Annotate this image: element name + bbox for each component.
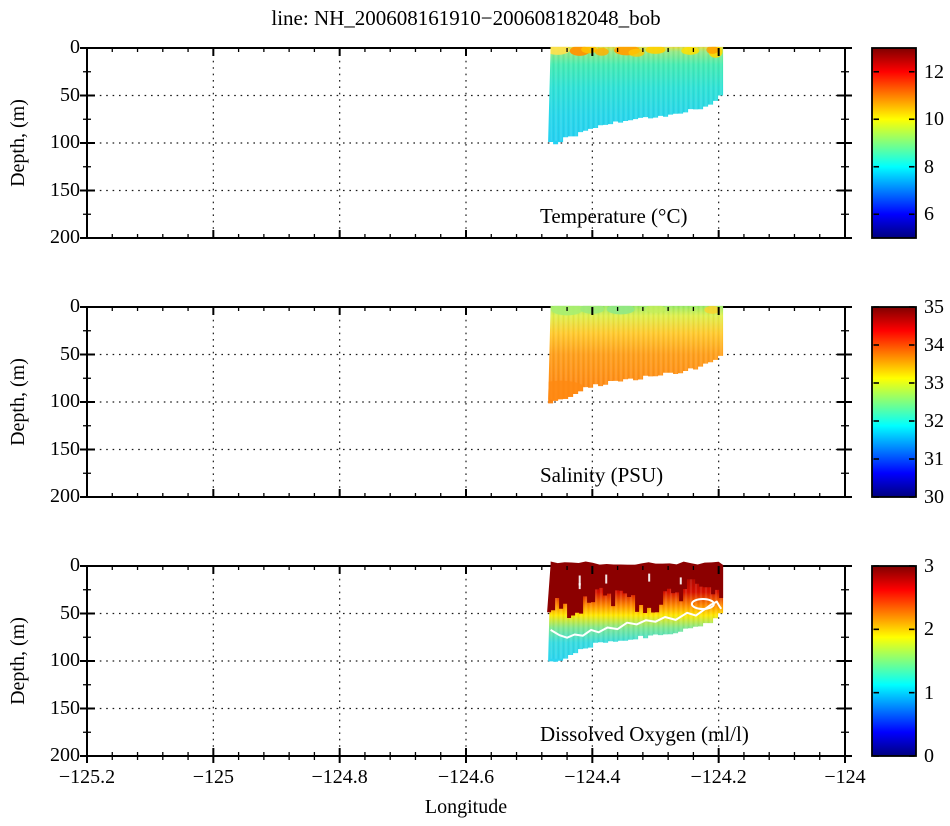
- y-tick-label: 50: [60, 342, 80, 365]
- colorbar-tick-label: 33: [924, 372, 944, 394]
- colorbar-tick-label: 34: [924, 334, 944, 356]
- colorbar-tick-label: 10: [924, 108, 944, 131]
- surface-feature: [628, 48, 645, 57]
- panel-label-temperature: Temperature (°C): [540, 204, 688, 228]
- depth-axis-label: Depth, (m): [7, 358, 29, 446]
- x-tick-label: −124.6: [437, 766, 495, 788]
- surface-feature: [681, 46, 700, 55]
- colorbar-salinity: [871, 306, 917, 498]
- y-tick-label: 200: [50, 744, 80, 766]
- y-tick-label: 200: [50, 485, 80, 507]
- saturated-oxygen-cap: [547, 561, 724, 618]
- y-tick-label: 150: [50, 437, 80, 460]
- colorbar-tick-label: 32: [924, 410, 944, 432]
- colorbar-tick-label: 31: [924, 448, 944, 470]
- colorbar-tick-label: 0: [924, 745, 934, 767]
- x-tick-label: −124: [824, 766, 866, 788]
- oxygen-contour-line: [550, 600, 723, 639]
- surface-feature: [706, 46, 719, 54]
- x-tick-label: −124.4: [564, 766, 621, 788]
- y-tick-label: 50: [60, 83, 80, 106]
- y-tick-label: 0: [70, 295, 80, 317]
- y-tick-label: 100: [50, 649, 80, 671]
- y-tick-label: 200: [50, 226, 80, 248]
- surface-feature: [606, 305, 635, 315]
- y-tick-label: 0: [70, 36, 80, 58]
- colorbar-tick-label: 30: [924, 486, 944, 508]
- surface-feature: [645, 305, 666, 313]
- x-tick-label: −125.2: [58, 766, 116, 788]
- surface-feature: [581, 46, 598, 54]
- patch-striping: [550, 46, 724, 141]
- subplot-temperature: [80, 46, 917, 239]
- y-tick-label: 100: [50, 390, 80, 412]
- surface-feature: [645, 46, 666, 54]
- oxygen-contour-loop: [690, 598, 715, 610]
- surface-feature: [548, 380, 587, 401]
- panel-label-salinity: Salinity (PSU): [540, 463, 664, 487]
- depth-axis-label: Depth, (m): [7, 617, 29, 705]
- x-tick-label: −124.2: [690, 766, 747, 788]
- y-tick-label: 50: [60, 601, 80, 624]
- colorbar-tick-label: 8: [924, 155, 934, 178]
- colorbar-tick-label: 1: [924, 681, 934, 704]
- colorbar-tick-label: 35: [924, 296, 944, 318]
- colorbar-tick-label: 12: [924, 60, 944, 83]
- colorbar-dissolved-oxygen: [871, 565, 917, 757]
- surface-feature: [548, 46, 570, 55]
- y-tick-label: 150: [50, 178, 80, 201]
- colorbar-tick-label: 3: [924, 555, 934, 577]
- x-tick-label: −124.8: [311, 766, 368, 788]
- panel-label-dissolved-oxygen: Dissolved Oxygen (ml/l): [540, 722, 749, 746]
- subplot-salinity: [80, 305, 917, 498]
- x-tick-label: −125: [192, 766, 234, 788]
- plot-title: line: NH_200608161910−200608182048_bob: [271, 6, 661, 30]
- x-axis-label: Longitude: [424, 796, 508, 818]
- y-tick-label: 0: [70, 554, 80, 576]
- y-tick-label: 150: [50, 696, 80, 719]
- depth-axis-label: Depth, (m): [7, 99, 29, 187]
- surface-feature: [594, 47, 609, 56]
- colorbar-temperature: [871, 47, 917, 239]
- colorbar-tick-label: 6: [924, 203, 934, 226]
- y-tick-label: 100: [50, 131, 80, 153]
- surface-feature: [704, 305, 721, 314]
- subplot-dissolved-oxygen: [80, 561, 917, 763]
- colorbar-tick-label: 2: [924, 618, 934, 641]
